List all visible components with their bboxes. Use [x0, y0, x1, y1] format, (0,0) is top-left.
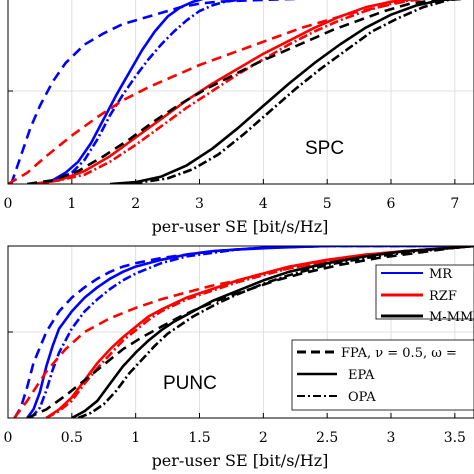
x-tick-label-spc-3: 3 — [195, 196, 204, 212]
series-line-punc-5 — [13, 246, 474, 418]
axes-punc — [7, 245, 474, 419]
legend-label-epa: EPA — [348, 368, 375, 383]
x-ticks-spc: 0 1 2 3 4 5 6 7 — [4, 196, 460, 212]
axes-frame-spc — [7, 0, 474, 185]
series-line-spc-3 — [33, 0, 417, 184]
x-tick-label-punc-6: 3 — [387, 430, 396, 446]
legend-label-mmmse: M-MMSE — [429, 310, 474, 325]
x-tick-label-spc-7: 7 — [450, 196, 459, 212]
legend-label-mr: MR — [429, 267, 453, 282]
axes-spc — [7, 0, 474, 185]
legend-styles: FPA, ν = 0.5, ω = EPA OPA — [291, 339, 474, 411]
series-line-spc-4 — [33, 0, 420, 184]
x-tick-label-spc-0: 0 — [4, 196, 13, 212]
x-tick-label-punc-7: 3.5 — [444, 430, 466, 446]
series-line-spc-6 — [110, 0, 463, 184]
x-axis-label-spc: per-user SE [bit/s/Hz] — [152, 217, 329, 236]
series-line-punc-8 — [26, 246, 474, 418]
panel-spc: 0 1 2 3 4 5 6 7 SPC per-user SE [bit/s/Hz] — [4, 0, 474, 236]
annotation-punc: PUNC — [163, 373, 217, 394]
series-line-punc-2 — [13, 246, 474, 418]
grid-spc — [7, 0, 474, 184]
x-ticks-punc: 0 0.5 1 1.5 2 2.5 3 3.5 — [4, 430, 466, 446]
x-tick-label-punc-5: 2.5 — [316, 430, 338, 446]
x-axis-label-punc: per-user SE [bit/s/Hz] — [152, 451, 329, 470]
annotation-spc: SPC — [305, 138, 344, 159]
x-tick-label-spc-4: 4 — [259, 196, 268, 212]
x-tick-label-spc-2: 2 — [131, 196, 140, 212]
series-punc — [13, 246, 474, 418]
series-line-spc-7 — [116, 0, 465, 184]
x-tick-label-spc-5: 5 — [323, 196, 332, 212]
series-line-spc-5 — [8, 0, 425, 184]
x-tick-label-spc-6: 6 — [387, 196, 396, 212]
x-tick-label-punc-2: 1 — [131, 430, 140, 446]
x-tick-label-spc-1: 1 — [67, 196, 76, 212]
legend-label-fpa: FPA, ν = 0.5, ω = — [341, 346, 457, 361]
panel-punc: 0 0.5 1 1.5 2 2.5 3 3.5 PUNC per-user SE [bit/s… — [4, 245, 474, 470]
series-line-punc-1 — [30, 246, 474, 418]
series-line-spc-1 — [39, 0, 246, 184]
series-spc — [8, 0, 465, 184]
x-tick-label-punc-4: 2 — [259, 430, 268, 446]
x-tick-label-punc-1: 0.5 — [61, 430, 83, 446]
series-line-punc-7 — [77, 246, 474, 418]
legend-label-rzf: RZF — [429, 289, 457, 304]
series-line-spc-2 — [9, 0, 303, 184]
x-tick-label-punc-0: 0 — [4, 430, 13, 446]
legend-colors: MR RZF M-MMSE — [375, 264, 474, 325]
legend-label-opa: OPA — [348, 390, 376, 405]
series-line-spc-0 — [39, 0, 204, 184]
series-line-spc-8 — [27, 0, 460, 184]
x-tick-label-punc-3: 1.5 — [188, 430, 210, 446]
